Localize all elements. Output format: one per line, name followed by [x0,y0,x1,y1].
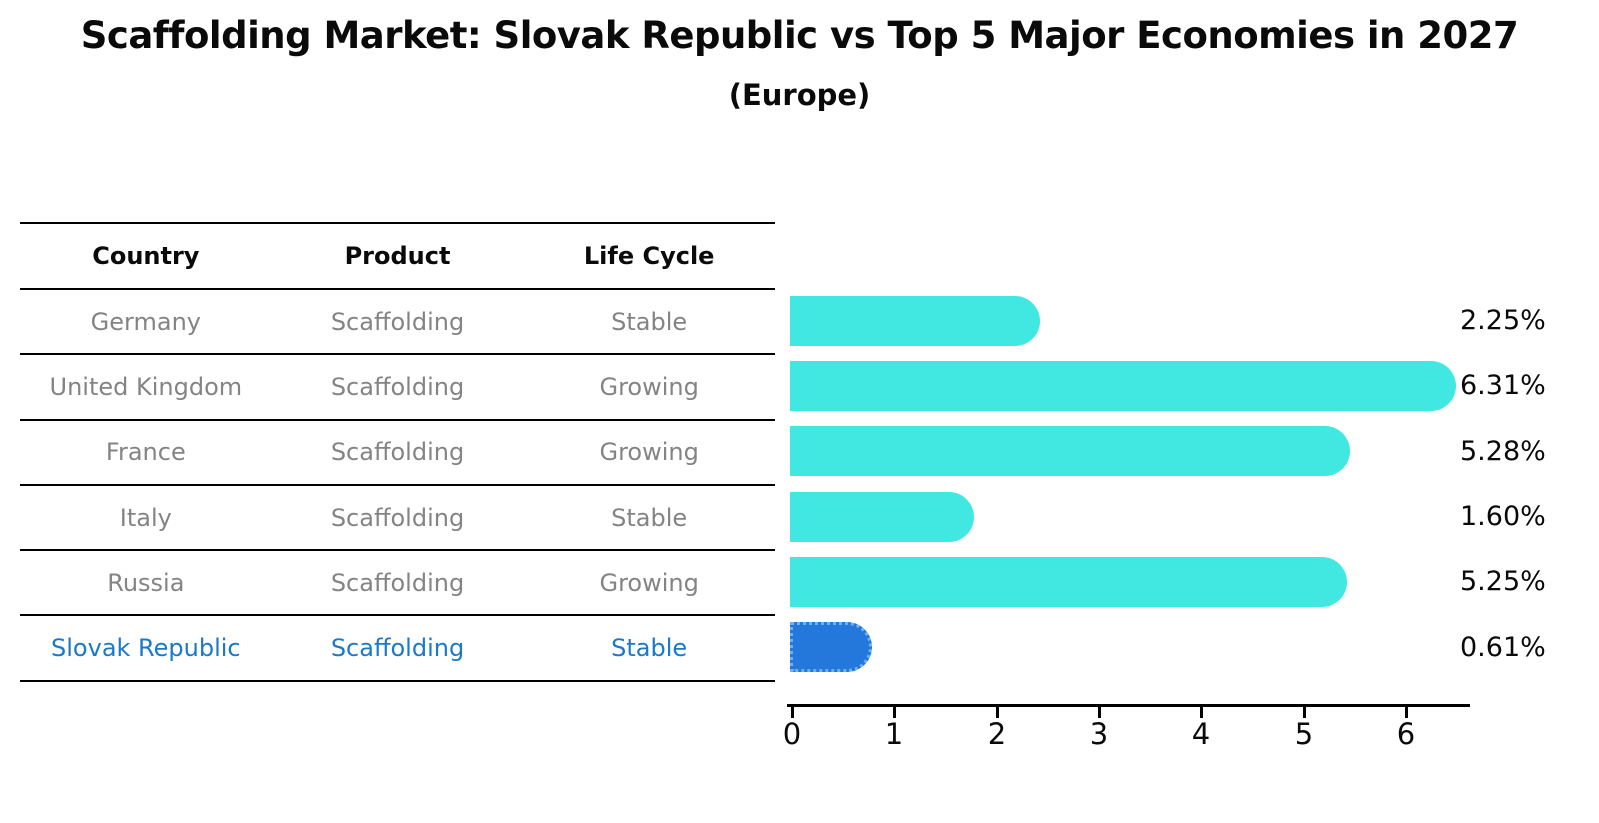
x-tick-label-3: 3 [1089,717,1109,751]
bar-germany [790,295,1041,346]
country-cell: France [105,438,186,467]
table-row-russia: Russia Scaffolding Growing [20,551,775,617]
chart-title: Scaffolding Market: Slovak Republic vs T… [80,14,1519,57]
value-label-united-kingdom: 6.31% [1460,370,1546,402]
country-cell: Italy [119,503,172,532]
bar-row-italy [790,484,1490,549]
x-tick-5 [1303,707,1306,718]
country-cell: Russia [107,568,185,597]
product-cell: Scaffolding [330,634,465,663]
value-label-slovak-republic: 0.61% [1460,631,1546,663]
x-tick-label-1: 1 [884,717,904,751]
value-label-germany: 2.25% [1460,305,1546,337]
chart-subtitle: (Europe) [728,78,871,112]
table-row-france: France Scaffolding Growing [20,421,775,486]
x-tick-label-5: 5 [1294,717,1314,751]
x-tick-6 [1405,707,1408,718]
lifecycle-cell: Stable [611,634,688,663]
product-cell: Scaffolding [330,372,465,401]
lifecycle-cell: Growing [599,568,699,597]
product-cell: Scaffolding [330,503,465,532]
value-label-italy: 1.60% [1460,501,1546,533]
bar-russia [790,556,1348,607]
table-row-slovak-republic: Slovak Republic Scaffolding Stable [20,616,775,682]
header-product: Product [344,242,451,270]
product-cell: Scaffolding [330,307,465,336]
bar-france [790,426,1351,477]
x-tick-3 [1098,707,1101,718]
bar-slovak-republic [790,622,873,673]
lifecycle-cell: Growing [599,372,699,401]
lifecycle-cell: Stable [611,307,688,336]
bar-row-slovak-republic [790,615,1490,680]
product-cell: Scaffolding [330,568,465,597]
x-tick-4 [1200,707,1203,718]
header-country: Country [92,242,200,270]
x-tick-2 [996,707,999,718]
table-row-italy: Italy Scaffolding Stable [20,486,775,552]
bar-united-kingdom [790,360,1456,411]
bar-row-russia [790,549,1490,614]
country-cell: Slovak Republic [51,634,241,663]
table-row-united-kingdom: United Kingdom Scaffolding Growing [20,355,775,421]
x-axis-line [787,704,1470,707]
lifecycle-cell: Growing [599,438,699,467]
header-lifecycle: Life Cycle [583,242,715,270]
table-row-germany: Germany Scaffolding Stable [20,290,775,356]
x-tick-label-2: 2 [987,717,1007,751]
value-label-france: 5.28% [1460,435,1546,467]
x-tick-0 [791,707,794,718]
x-tick-1 [893,707,896,718]
x-tick-label-0: 0 [782,717,802,751]
product-cell: Scaffolding [330,438,465,467]
bar-row-france [790,419,1490,484]
value-label-russia: 5.25% [1460,566,1546,598]
bar-italy [790,491,974,542]
x-tick-label-6: 6 [1396,717,1416,751]
table-header-row: Country Product Life Cycle [20,224,775,290]
country-cell: United Kingdom [49,372,243,401]
bar-row-germany [790,288,1490,353]
lifecycle-cell: Stable [611,503,688,532]
country-table: Country Product Life Cycle Germany Scaff… [20,222,775,682]
bar-row-united-kingdom [790,353,1490,418]
country-cell: Germany [90,307,201,336]
x-tick-label-4: 4 [1191,717,1211,751]
